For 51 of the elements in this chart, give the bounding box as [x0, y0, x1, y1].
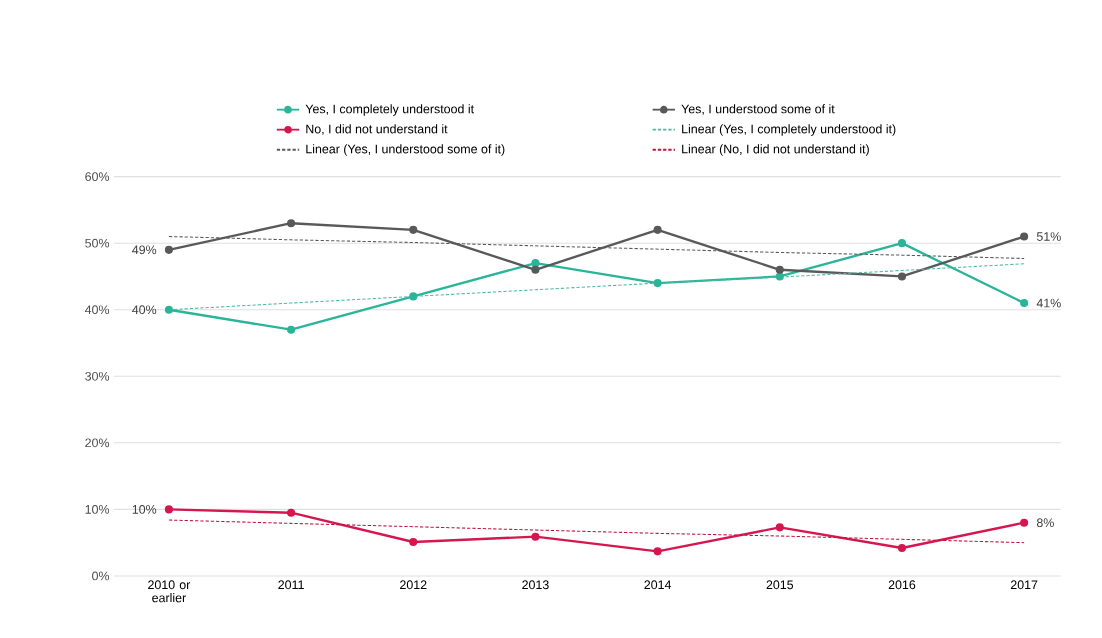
point [409, 292, 418, 301]
x-tick-label: 2015 [766, 580, 794, 590]
y-tick-label: 60% [85, 172, 110, 182]
point [897, 544, 907, 553]
point [287, 219, 296, 228]
legend-label: Yes, I understood some of it [681, 104, 835, 115]
point [1020, 299, 1029, 308]
legend-label: Linear (Yes, I completely understood it) [682, 124, 896, 136]
point [287, 325, 296, 334]
point [164, 305, 173, 314]
point [531, 259, 540, 268]
point [409, 225, 418, 235]
point [775, 523, 784, 532]
point [775, 272, 784, 281]
point [531, 532, 540, 541]
point [897, 272, 907, 281]
point [531, 265, 540, 274]
point [775, 265, 784, 274]
data-label: 49% [132, 245, 157, 255]
x-tick-label: 2014 [644, 580, 672, 590]
y-tick-label: 40% [84, 305, 110, 315]
y-tick-label: 0% [92, 571, 110, 581]
point [409, 538, 418, 547]
x-tick-label: 2013 [522, 580, 549, 590]
point [1020, 518, 1029, 527]
point [653, 279, 662, 288]
data-label: 41% [1036, 298, 1061, 308]
legend-label: Linear (Yes, I understood some of it) [306, 144, 505, 156]
y-tick-label: 10% [85, 505, 110, 514]
point [1020, 232, 1029, 241]
y-tick-label: 50% [85, 238, 110, 248]
point [164, 505, 173, 514]
data-label: 8% [1036, 518, 1054, 528]
x-tick-label: 2011 [278, 580, 304, 590]
x-tick-label: 2017 [1010, 580, 1038, 590]
legend-label: Yes, I completely understood it [305, 104, 474, 116]
point [164, 245, 173, 254]
legend-label: No, I did not understand it [306, 124, 448, 135]
point [897, 239, 907, 248]
x-tick-label: 2016 [888, 580, 916, 590]
legend-label: Linear (No, I did not understand it) [682, 144, 869, 156]
data-label: 40% [132, 305, 157, 315]
point [653, 225, 662, 235]
point [653, 547, 662, 556]
data-label: 51% [1036, 232, 1061, 241]
y-tick-label: 20% [85, 438, 110, 448]
x-tick-label: 2012 [400, 580, 427, 590]
y-tick-label: 30% [85, 371, 110, 381]
x-tick-label: 2010 or earlier [148, 580, 191, 603]
point [287, 508, 296, 517]
data-label: 10% [132, 505, 157, 514]
